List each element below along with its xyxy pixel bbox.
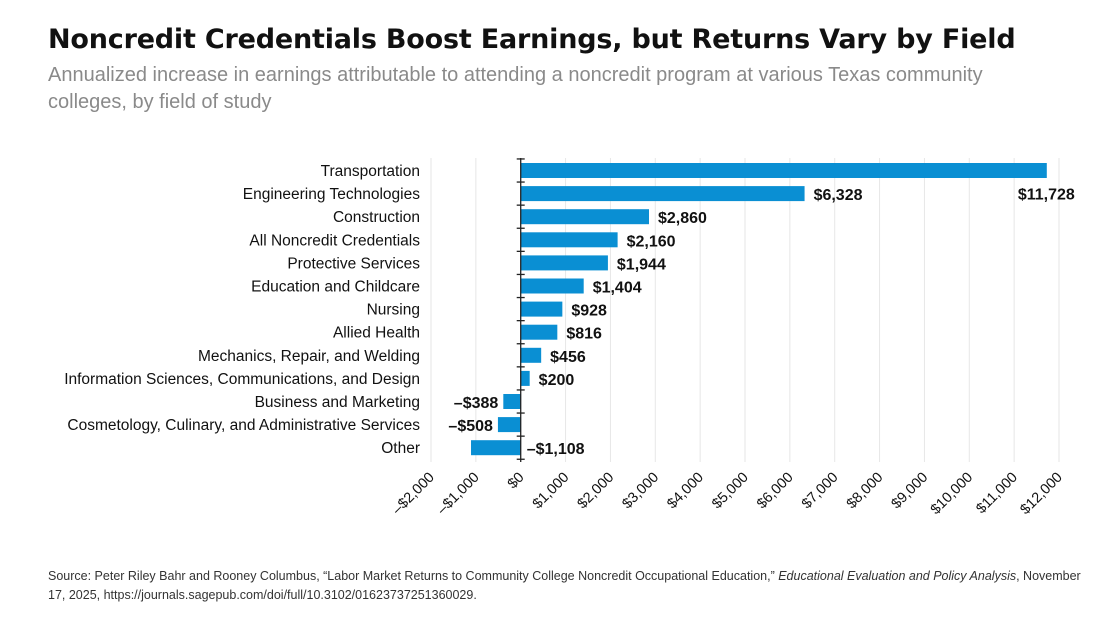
- y-axis: [516, 158, 525, 462]
- source-note: Source: Peter Riley Bahr and Rooney Colu…: [48, 567, 1093, 605]
- data-label: –$508: [448, 418, 493, 435]
- x-tick-label: $7,000: [799, 470, 842, 513]
- x-tick-label: $4,000: [664, 470, 707, 513]
- category-label: Allied Health: [333, 325, 420, 342]
- bar: [520, 186, 805, 202]
- bar: [520, 209, 650, 225]
- bar: [520, 347, 542, 363]
- category-label: All Noncredit Credentials: [249, 232, 420, 249]
- data-label: $816: [566, 326, 602, 343]
- x-tick-label: $3,000: [619, 470, 662, 513]
- x-tick-label: $2,000: [575, 470, 618, 513]
- x-tick-label: $10,000: [928, 470, 976, 518]
- source-suffix: , November 17, 2025, https://journals.sa…: [48, 569, 1081, 602]
- category-label: Nursing: [367, 302, 420, 319]
- bar: [520, 232, 618, 248]
- category-label: Information Sciences, Communications, an…: [64, 371, 420, 388]
- data-label: –$388: [454, 395, 499, 412]
- chart-subtitle: Annualized increase in earnings attribut…: [48, 64, 983, 113]
- x-tick-label: –$2,000: [389, 470, 437, 518]
- data-label: $1,944: [617, 256, 666, 273]
- x-tick-label: $0: [505, 470, 528, 493]
- data-label: $928: [571, 303, 607, 320]
- bar: [520, 278, 584, 294]
- x-tick-label: $11,000: [973, 470, 1021, 518]
- source-journal: Educational Evaluation and Policy Analys…: [778, 569, 1017, 583]
- bar: [520, 301, 563, 317]
- x-tick-label: $6,000: [754, 470, 797, 513]
- category-label: Business and Marketing: [255, 394, 420, 411]
- category-label: Transportation: [321, 163, 420, 180]
- x-tick-label: $5,000: [709, 470, 752, 513]
- data-label: $11,728: [1018, 187, 1075, 204]
- data-label: $2,160: [627, 233, 676, 250]
- category-labels: Transportation Engineering Technologies Co…: [64, 163, 420, 457]
- bar: [520, 255, 608, 271]
- chart-title: Noncredit Credentials Boost Earnings, bu…: [48, 24, 1016, 55]
- x-tick-label: –$1,000: [434, 470, 482, 518]
- category-label: Education and Childcare: [251, 279, 420, 296]
- data-label: $2,860: [658, 210, 707, 227]
- data-label: $6,328: [814, 187, 863, 204]
- data-labels: $11,728 $6,328 $2,860 $2,160 $1,944 $1,404 $92…: [448, 187, 1074, 459]
- bar: [520, 163, 1047, 178]
- x-tick-label: $8,000: [844, 470, 887, 513]
- x-tick-label: $9,000: [889, 470, 932, 513]
- category-label: Cosmetology, Culinary, and Administrativ…: [67, 417, 420, 434]
- bar: [503, 394, 521, 409]
- data-label: $1,404: [593, 280, 642, 297]
- bar: [520, 370, 530, 386]
- bar: [471, 440, 521, 456]
- x-tick-label: $1,000: [530, 470, 573, 513]
- category-label: Engineering Technologies: [243, 186, 420, 203]
- data-label: –$1,108: [527, 441, 585, 458]
- bar: [520, 324, 558, 340]
- data-label: $456: [550, 349, 586, 366]
- category-label: Protective Services: [287, 255, 420, 272]
- x-tick-label: $12,000: [1017, 470, 1065, 518]
- gridlines: [430, 158, 1060, 462]
- data-label: $200: [539, 372, 575, 389]
- category-label: Other: [381, 440, 420, 457]
- bar-chart: Transportation Engineering Technologies Co…: [64, 158, 1075, 518]
- source-prefix: Source: Peter Riley Bahr and Rooney Colu…: [48, 569, 779, 583]
- category-label: Mechanics, Repair, and Welding: [198, 348, 420, 365]
- x-axis-tick-labels: –$2,000–$1,000 $0 $1,000 $2,000 $3,000 $4,000…: [389, 470, 1065, 518]
- category-label: Construction: [333, 209, 420, 226]
- bar: [497, 417, 521, 433]
- bars: [471, 163, 1047, 456]
